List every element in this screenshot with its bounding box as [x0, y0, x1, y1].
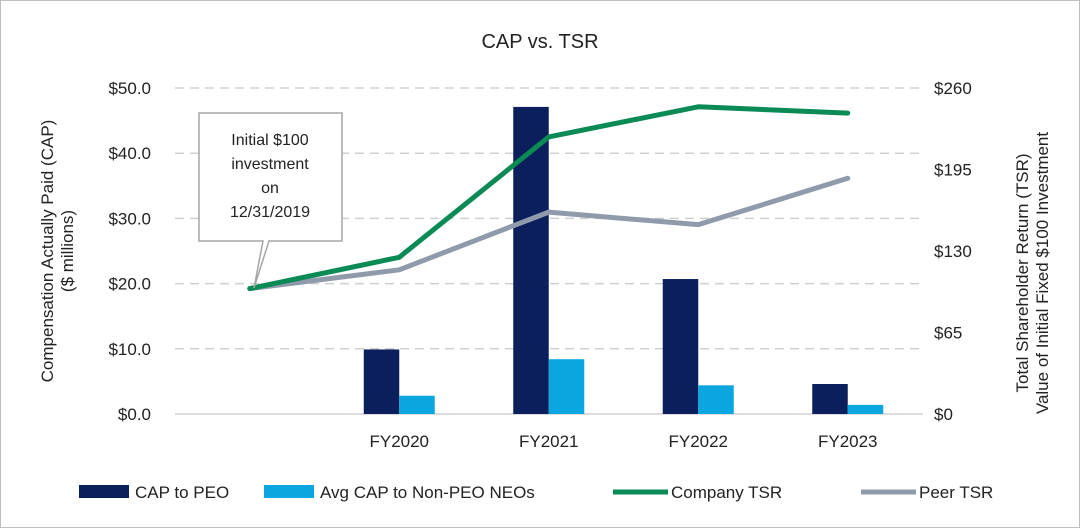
right-tick-label: $0	[934, 405, 953, 424]
x-tick-label: FY2020	[369, 432, 429, 451]
left-axis-label-1: Compensation Actually Paid (CAP)	[38, 120, 57, 383]
x-tick-label: FY2021	[519, 432, 579, 451]
annotation-line-2: investment	[231, 156, 309, 173]
legend-swatch	[79, 485, 129, 498]
legend-swatch	[264, 485, 314, 498]
right-tick-label: $65	[934, 324, 962, 343]
x-tick-label: FY2023	[818, 432, 878, 451]
annotation-line-3: on	[261, 180, 279, 197]
line-peer-tsr	[247, 175, 851, 292]
left-tick-label: $20.0	[108, 275, 151, 294]
legend-label: Avg CAP to Non-PEO NEOs	[320, 483, 535, 502]
chart-title: CAP vs. TSR	[481, 31, 598, 53]
right-tick-label: $195	[934, 161, 972, 180]
legend: CAP to PEO Avg CAP to Non-PEO NEOs Company…	[79, 483, 993, 502]
left-tick-label: $0.0	[118, 405, 151, 424]
annotation-callout: Initial $100 investment on 12/31/2019	[198, 112, 343, 289]
bar-cap-non-peo	[548, 359, 585, 414]
annotation-line-1: Initial $100	[231, 132, 308, 149]
right-tick-label: $260	[934, 79, 972, 98]
legend-label: Peer TSR	[919, 483, 993, 502]
left-tick-label: $10.0	[108, 340, 151, 359]
annotation-line-4: 12/31/2019	[230, 204, 310, 221]
left-tick-label: $40.0	[108, 144, 151, 163]
bar-cap-peo	[812, 384, 848, 414]
legend-label: Company TSR	[671, 483, 782, 502]
right-tick-label: $130	[934, 242, 972, 261]
bar-cap-non-peo	[698, 385, 734, 414]
left-tick-label: $30.0	[108, 209, 151, 228]
left-tick-label: $50.0	[108, 79, 151, 98]
bar-cap-non-peo	[399, 395, 435, 414]
bar-cap-non-peo	[847, 404, 884, 414]
right-axis-label-2: Value of Initial Fixed $100 Investment	[1033, 132, 1052, 415]
right-axis-label-1: Total Shareholder Return (TSR)	[1013, 153, 1032, 392]
line-company-tsr	[247, 104, 851, 292]
bar-cap-peo	[363, 349, 400, 414]
bar-cap-peo	[662, 279, 699, 414]
legend-label: CAP to PEO	[135, 483, 229, 502]
x-tick-label: FY2022	[668, 432, 728, 451]
left-axis-label-2: ($ millions)	[58, 210, 77, 292]
